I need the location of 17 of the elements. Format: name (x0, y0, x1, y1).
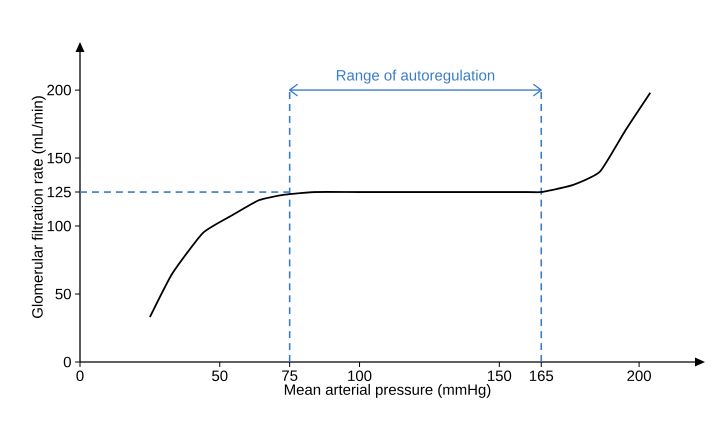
x-axis-title: Mean arterial pressure (mmHg) (284, 384, 490, 398)
y-tick-label: 125 (48, 186, 71, 198)
y-tick-label: 150 (48, 152, 71, 164)
x-tick-label: 200 (627, 370, 651, 382)
y-tick-label: 50 (55, 288, 71, 300)
y-tick-label: 100 (48, 220, 71, 232)
line-series (148, 92, 652, 318)
x-tick-label: 150 (488, 370, 512, 382)
x-tick-label: 165 (530, 370, 554, 382)
y-tick-label: 200 (47, 84, 71, 96)
x-tick-label: 0 (76, 370, 84, 382)
x-tick-label: 50 (212, 370, 228, 382)
x-tick-label: 100 (348, 370, 372, 382)
x-tick-label: 75 (282, 370, 298, 381)
y-axis-title: Glomerular filtration rate (mL/min) (32, 96, 46, 318)
y-tick-label: 0 (64, 356, 71, 368)
annotation: Range of autoregulation (336, 70, 494, 84)
